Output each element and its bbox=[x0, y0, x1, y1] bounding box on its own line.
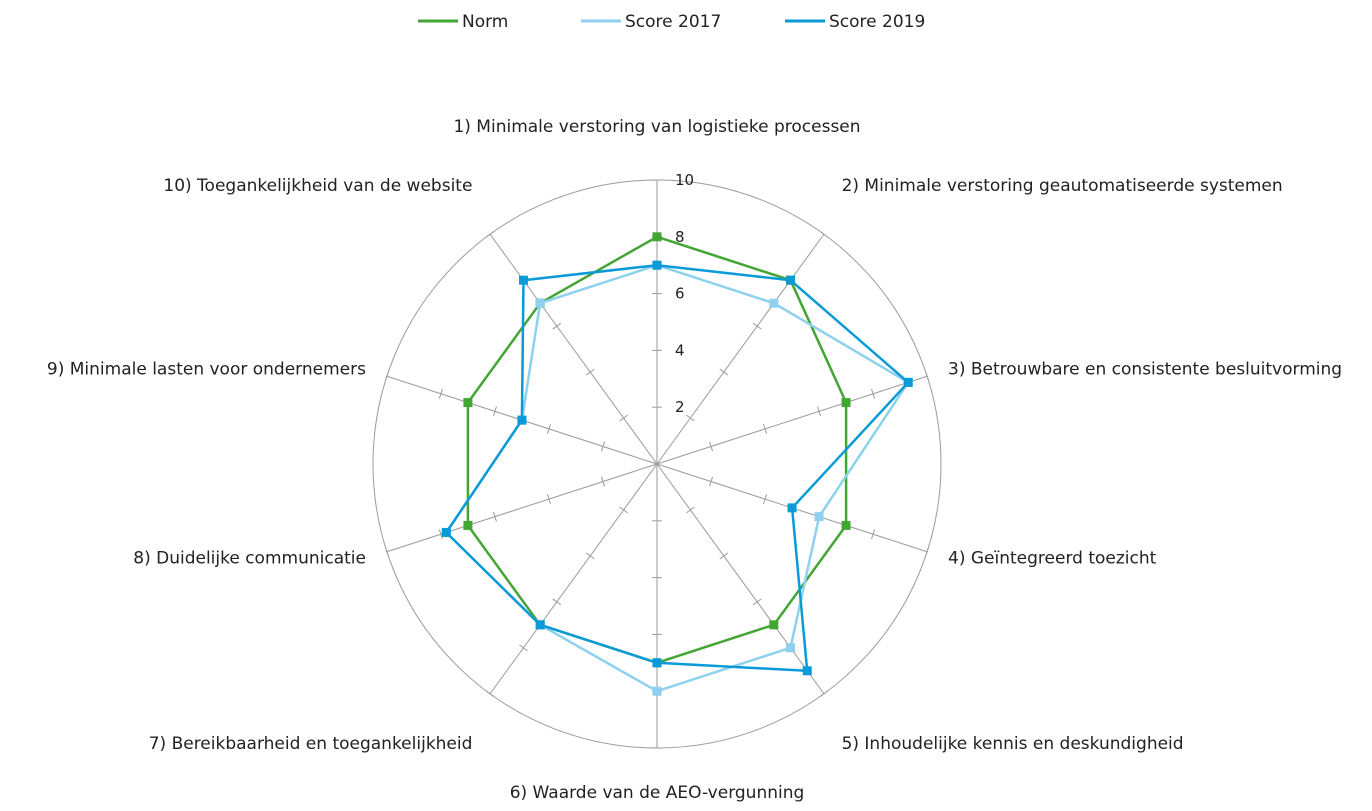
tick-mark bbox=[492, 406, 497, 417]
tick-label: 2 bbox=[675, 398, 685, 416]
axis-label: 10) Toegankelijkheid van de website bbox=[163, 176, 472, 196]
legend: Norm Score 2017 Score 2019 bbox=[418, 12, 925, 32]
tick-mark bbox=[519, 644, 528, 652]
legend-label: Score 2019 bbox=[829, 12, 925, 32]
tick-mark bbox=[763, 494, 768, 505]
tick-mark bbox=[485, 230, 495, 238]
tick-mark bbox=[384, 371, 389, 382]
tick-label: 10 bbox=[675, 171, 694, 189]
tick-mark bbox=[752, 598, 762, 606]
axis-label: 1) Minimale verstoring van logistieke pr… bbox=[453, 117, 860, 137]
series-marker bbox=[802, 666, 812, 676]
axis-label: 2) Minimale verstoring geautomatiseerde … bbox=[842, 176, 1283, 196]
series-marker bbox=[535, 298, 545, 308]
tick-mark bbox=[438, 388, 443, 399]
spoke-line bbox=[489, 233, 658, 465]
tick-mark bbox=[585, 552, 595, 560]
series-marker bbox=[652, 232, 662, 242]
tick-mark bbox=[719, 552, 729, 560]
series-marker bbox=[463, 398, 473, 408]
series-marker bbox=[769, 298, 779, 308]
series-marker bbox=[769, 620, 779, 630]
axis-label: 9) Minimale lasten voor ondernemers bbox=[47, 359, 366, 379]
legend-label: Norm bbox=[462, 12, 508, 32]
series-marker bbox=[786, 275, 796, 285]
spoke-line bbox=[386, 463, 658, 553]
series-marker bbox=[841, 398, 851, 408]
series-marker bbox=[518, 275, 528, 285]
axis-labels: 1) Minimale verstoring van logistieke pr… bbox=[47, 117, 1342, 803]
tick-mark bbox=[384, 546, 389, 557]
tick-mark bbox=[817, 406, 822, 417]
axis-label: 5) Inhoudelijke kennis en deskundigheid bbox=[842, 734, 1184, 754]
tick-mark bbox=[492, 511, 497, 522]
tick-mark bbox=[871, 529, 876, 540]
tick-mark bbox=[619, 506, 628, 514]
series-marker bbox=[786, 643, 796, 653]
series-marker bbox=[441, 527, 451, 537]
tick-mark bbox=[600, 476, 606, 487]
spoke-line bbox=[656, 375, 928, 465]
axis-label: 6) Waarde van de AEO-vergunning bbox=[510, 783, 805, 803]
series-marker bbox=[652, 686, 662, 696]
tick-mark bbox=[585, 368, 595, 376]
tick-mark bbox=[708, 476, 714, 487]
tick-mark bbox=[485, 690, 495, 698]
tick-mark bbox=[686, 414, 695, 422]
series-marker bbox=[814, 512, 824, 522]
spoke-line bbox=[489, 463, 658, 695]
tick-label: 6 bbox=[675, 285, 685, 303]
legend-label: Score 2017 bbox=[625, 12, 721, 32]
series-marker bbox=[652, 658, 662, 668]
tick-mark bbox=[600, 441, 606, 452]
series-line bbox=[444, 263, 910, 673]
series-marker bbox=[841, 520, 851, 530]
tick-mark bbox=[752, 322, 762, 330]
tick-mark bbox=[819, 690, 829, 698]
axis-label: 8) Duidelijke communicatie bbox=[133, 549, 366, 569]
tick-mark bbox=[871, 388, 876, 399]
series-marker bbox=[903, 377, 913, 387]
series-line bbox=[444, 263, 910, 693]
series-marker bbox=[652, 260, 662, 270]
tick-mark bbox=[619, 414, 628, 422]
axis-label: 4) Geïntegreerd toezicht bbox=[948, 549, 1157, 569]
tick-label: 4 bbox=[675, 341, 685, 359]
radar-series bbox=[441, 232, 913, 696]
tick-mark bbox=[552, 598, 562, 606]
tick-mark bbox=[546, 423, 551, 434]
series-marker bbox=[517, 415, 527, 425]
tick-mark bbox=[438, 529, 443, 540]
axis-label: 7) Bereikbaarheid en toegankelijkheid bbox=[149, 734, 473, 754]
tick-mark bbox=[708, 441, 714, 452]
tick-mark bbox=[686, 506, 695, 514]
tick-mark bbox=[546, 494, 551, 505]
axis-label: 3) Betrouwbare en consistente besluitvor… bbox=[948, 359, 1342, 379]
series-marker bbox=[535, 620, 545, 630]
spoke-line bbox=[656, 233, 825, 465]
series-marker bbox=[463, 520, 473, 530]
spoke-line bbox=[656, 463, 825, 695]
tick-mark bbox=[763, 423, 768, 434]
tick-mark bbox=[925, 546, 930, 557]
tick-mark bbox=[552, 322, 562, 330]
tick-mark bbox=[925, 371, 930, 382]
tick-mark bbox=[819, 230, 829, 238]
tick-mark bbox=[719, 368, 729, 376]
tick-label: 8 bbox=[675, 228, 685, 246]
series-marker bbox=[787, 503, 797, 513]
